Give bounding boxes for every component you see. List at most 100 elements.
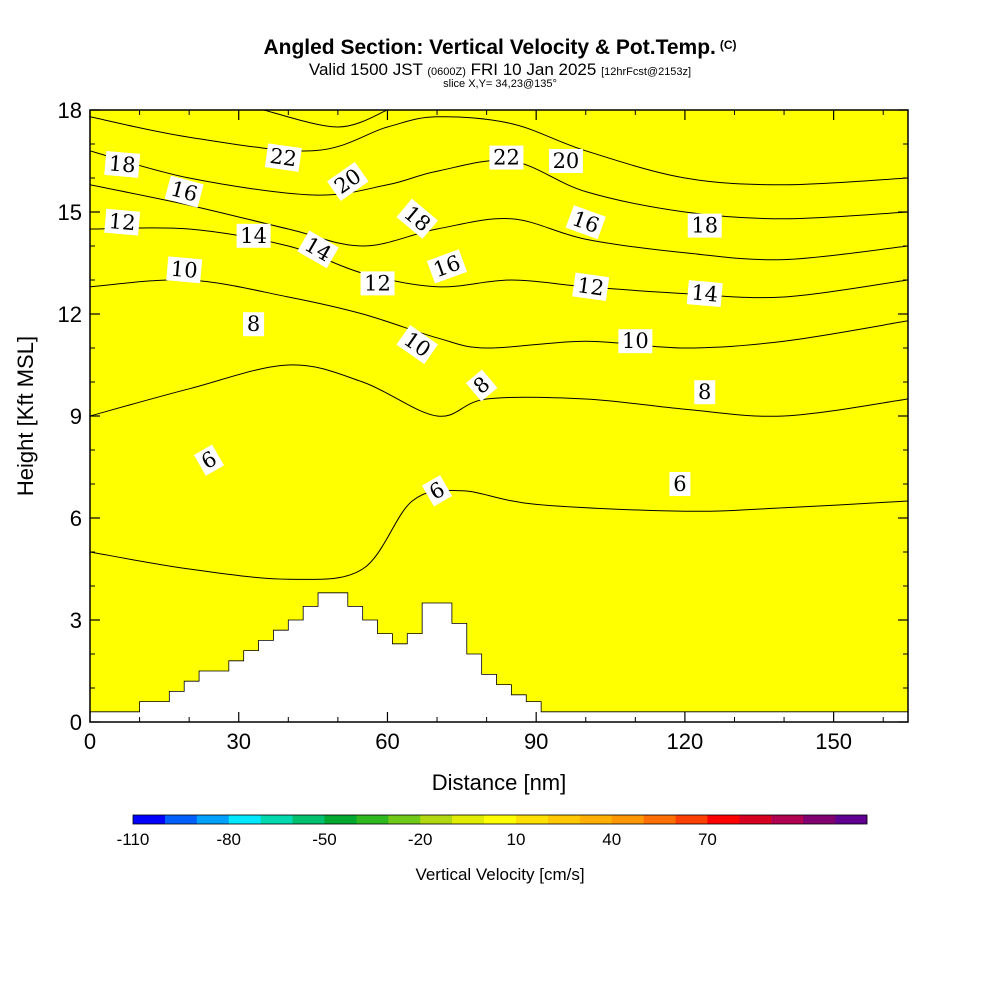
chart-title: Angled Section: Vertical Velocity & Pot.… [0,36,1000,60]
colorbar-swatch [228,815,261,824]
colorbar-swatch [388,815,421,824]
x-tick-label: 60 [375,729,399,754]
colorbar-tick-label: 40 [602,830,621,849]
contour-label: 22 [264,143,302,172]
contour-label: 8 [243,312,265,337]
colorbar-swatch [356,815,389,824]
colorbar-tick-label: -80 [216,830,241,849]
colorbar-swatch [324,815,357,824]
theta-contour-20 [263,110,388,128]
colorbar-swatch [707,815,740,824]
colorbar-swatch [420,815,453,824]
colorbar-swatch [803,815,836,824]
contour-label: 18 [104,150,141,178]
svg-text:14: 14 [690,280,719,306]
contour-label: 14 [236,223,271,248]
y-tick-label: 12 [58,302,82,327]
colorbar-swatch [835,815,868,824]
contour-label: 6 [669,472,691,496]
x-tick-label: 0 [84,729,96,754]
colorbar-swatch [133,815,166,824]
valid-prefix: Valid 1500 JST [308,60,423,79]
axes: 0 30 60 90 120 150 0 3 6 9 12 15 18 Distance [nm] Heig… [13,98,908,795]
svg-text:14: 14 [240,224,267,248]
copyright-tag: (C) [719,38,737,52]
colorbar-swatch [579,815,612,824]
colorbar-tick-label: -110 [117,830,150,849]
colorbar-tick-label: -20 [408,830,433,849]
contour-label: 22 [489,145,524,170]
contour-label: 12 [572,272,610,302]
title-main: Angled Section: Vertical Velocity & Pot.… [263,36,716,59]
colorbar-swatch [452,815,485,824]
colorbar-tick-label: -50 [312,830,337,849]
valid-time-line: Valid 1500 JST (0600Z) FRI 10 Jan 2025 [… [0,60,1000,80]
contour-label: 12 [360,271,395,296]
valid-date: FRI 10 Jan 2025 [470,60,597,79]
contour-label: 6 [193,444,225,476]
x-axis-title: Distance [nm] [432,770,567,795]
theta-contour-12 [90,227,908,299]
colorbar-swatch [547,815,581,824]
terrain [90,592,908,722]
theta-contour-8 [90,364,908,417]
contour-label: 14 [297,230,339,269]
y-axis-title: Height [Kft MSL] [13,336,38,496]
valid-utc: (0600Z) [427,66,466,78]
colorbar-swatch [484,815,517,824]
svg-text:18: 18 [108,151,137,177]
svg-text:10: 10 [622,329,649,353]
svg-text:18: 18 [691,214,718,238]
contour-label: 10 [618,329,653,354]
colorbar-swatch [643,815,676,824]
colorbar-swatch [292,815,325,824]
svg-text:10: 10 [170,257,199,283]
contour-label: 18 [687,213,722,238]
colorbar-title: Vertical Velocity [cm/s] [415,865,584,884]
colorbar: -110 -80 -50 -20 10 40 70 Vertical Velocity [cm… [117,814,868,884]
contour-label: 12 [104,208,141,236]
colorbar-tick-label: 10 [506,830,525,849]
svg-text:22: 22 [493,146,520,170]
svg-text:22: 22 [268,144,298,171]
forecast-tag: [12hrFcst@2153z] [601,66,692,78]
x-tick-label: 120 [667,729,704,754]
x-tick-label: 30 [226,729,250,754]
svg-text:8: 8 [247,312,260,336]
y-tick-label: 18 [58,98,82,123]
x-tick-label: 150 [815,729,852,754]
contour-label: 14 [686,280,723,308]
contour-label: 16 [565,205,606,240]
theta-contour-10 [90,279,908,349]
theta-contour-18 [90,116,908,186]
y-tick-label: 15 [58,200,82,225]
contour-label: 10 [166,256,203,284]
y-tick-label: 9 [70,404,82,429]
terrain-profile [90,592,908,722]
y-tick-label: 3 [70,608,82,633]
contour-label: 8 [694,380,716,405]
x-tick-label: 90 [524,729,548,754]
colorbar-swatch [515,815,549,824]
svg-text:20: 20 [553,149,580,173]
y-tick-label: 6 [70,506,82,531]
y-tick-label: 0 [70,710,82,735]
colorbar-swatch [196,815,230,824]
colorbar-swatch [771,815,804,824]
colorbar-swatch [675,815,708,824]
colorbar-tick-label: 70 [698,830,717,849]
svg-text:8: 8 [698,380,711,404]
velocity-region [90,110,908,722]
colorbar-swatch [611,815,644,824]
svg-text:12: 12 [364,271,391,295]
contour-label: 20 [548,149,583,173]
slice-info: slice X,Y= 34,23@135° [443,78,557,90]
theta-contour-16 [90,150,908,220]
svg-text:12: 12 [576,273,606,300]
colorbar-swatch [260,815,293,824]
svg-text:12: 12 [108,209,137,235]
velocity-field [90,110,908,722]
svg-text:6: 6 [673,472,686,496]
colorbar-swatch [164,815,198,824]
